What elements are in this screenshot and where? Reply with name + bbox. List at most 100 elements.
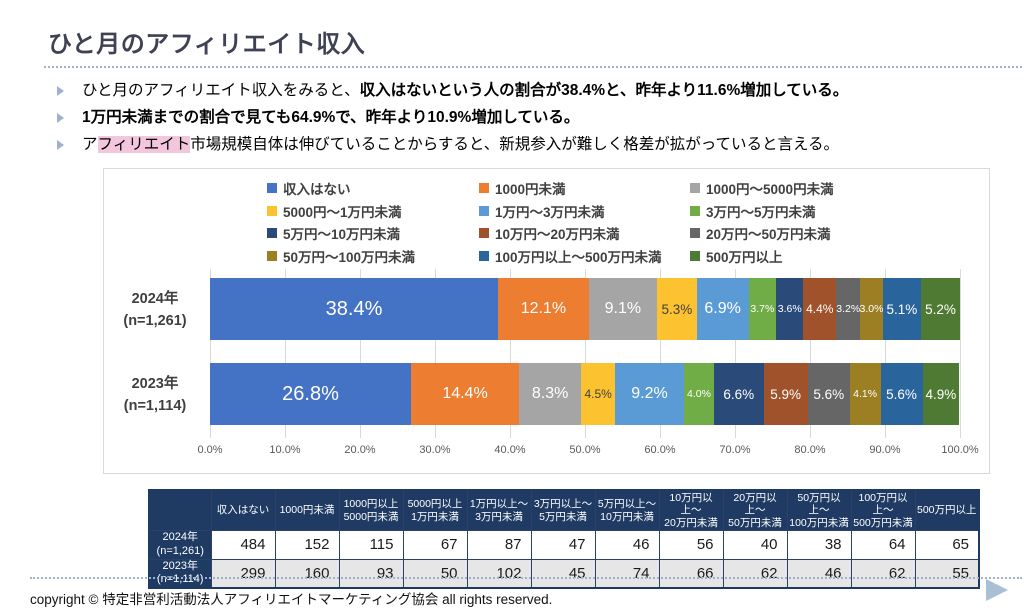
legend-swatch [479,205,489,216]
data-table: 収入はない 1000円未満 1000円以上 5000円未満 5000円以上 1万円未満… [148,489,980,590]
bullet-list: ひと月のアフィリエイト収入をみると、収入はないという人の割合が38.4%と、昨年… [57,77,848,158]
category-label: 2024年 (n=1,261) [123,291,187,329]
bullet-item: アフィリエイト市場規模自体は伸びていることからすると、新規参入が難しく格差が拡が… [57,131,848,158]
bar-segment: 4.5% [581,363,615,425]
table-cell: 93 [338,558,404,589]
bullet-text-segment: ア [82,136,98,153]
table-cell: 50 [402,558,468,589]
bar-segment: 4.9% [922,363,960,425]
bar-segment-label: 6.6% [723,386,755,402]
gridline [660,269,661,438]
table-cell: 64 [850,530,916,560]
x-tick-label: 40.0% [494,444,526,456]
x-tick-label: 60.0% [644,444,676,456]
table-column-header: 50万円以上〜 100万円未満 [786,489,852,532]
bullet-text-segment: フィリエイト [97,136,191,153]
bar-segment: 9.2% [615,363,684,425]
table-header-row: 収入はない 1000円未満 1000円以上 5000円未満 5000円以上 1万円未満… [148,489,980,532]
bar-segment-label: 3.6% [777,303,802,315]
bar-segment: 4.0% [684,363,714,425]
bar-segment: 5.9% [763,363,808,425]
bar-segment-label: 3.2% [836,303,861,315]
x-tick-label: 50.0% [569,444,601,456]
plot-area: 38.4% 12.1% 9.1% 5.3% 6.9% 3.7% 3.6% 4.4% 3.2% 3.… [210,269,961,438]
bar-segment: 8.3% [519,363,582,425]
table-cell: 46 [786,558,852,589]
table-column-header: 10万円以上〜 20万円未満 [658,489,724,532]
table-cell: 87 [466,530,532,560]
bar-segment-label: 6.9% [704,300,741,317]
bar-segment-label: 9.2% [631,385,668,402]
bullet-text-segment: 収入はないという人の割合が38.4%と、昨年より11.6%増加している。 [359,82,849,99]
gridline [810,269,811,438]
legend-swatch [267,228,277,239]
legend-swatch [479,228,489,239]
legend-label: 1000円未満 [495,182,566,198]
legend-label: 500万円以上 [706,249,783,265]
table-cell: 56 [658,530,724,560]
table-cell: 62 [722,558,788,589]
x-tick-label: 10.0% [269,444,301,456]
bar-segment-label: 5.2% [925,301,956,317]
title-divider [44,66,1022,68]
bar-segment: 6.9% [696,278,749,340]
bar-segment-label: 8.3% [531,385,569,402]
bullet-arrow-icon [57,86,64,96]
bar-segment: 5.2% [921,278,960,340]
table-cell: 66 [658,558,724,589]
bar-segment: 26.8% [210,363,411,425]
copyright-text: copyright © 特定非営利活動法人アフィリエイトマーケティング協会 al… [30,592,553,607]
legend-item: 収入はない [267,177,479,200]
table-row: 2024年 (n=1,261) 484 152 115 67 87 47 46 56 40 38 64… [148,530,980,560]
bar-segment-label: 4.9% [925,386,957,402]
bar-segment: 3.6% [776,278,804,340]
gridline [435,269,436,438]
bar-segment: 3.7% [748,278,777,340]
legend-label: 5000円〜1万円未満 [283,204,402,220]
bullet-arrow-icon [57,140,64,150]
bar-segment: 38.4% [210,278,498,340]
table-column-header: 5000円以上 1万円未満 [402,489,468,532]
table-cell: 55 [914,558,980,589]
bar-segment: 4.1% [849,363,881,425]
next-slide-icon[interactable] [986,579,1008,601]
bar-segment-label: 26.8% [282,382,339,405]
x-tick-label: 100.0% [941,444,979,456]
x-tick-label: 80.0% [794,444,826,456]
bar-segment: 12.1% [498,278,589,340]
table-cell: 115 [338,530,404,560]
bar-segment: 14.4% [411,363,519,425]
gridline [285,269,286,438]
legend-label: 5万円〜10万円未満 [283,227,401,243]
bullet-item: ひと月のアフィリエイト収入をみると、収入はないという人の割合が38.4%と、昨年… [57,77,848,104]
legend-label: 50万円〜100万円未満 [283,249,416,265]
legend-swatch [479,250,489,261]
table-cell: 47 [530,530,596,560]
bullet-text: アフィリエイト市場規模自体は伸びていることからすると、新規参入が難しく格差が拡が… [82,131,839,158]
bullet-text-segment: ひと月のアフィリエイト収入をみると、 [82,82,360,99]
table-cell: 45 [530,558,596,589]
x-tick-label: 90.0% [869,444,901,456]
gridline [960,269,961,438]
bar-segment: 3.0% [860,278,883,340]
bar-segment-label: 38.4% [325,297,383,320]
table-row-label: 2024年 (n=1,261) [148,530,212,560]
x-tick-label: 70.0% [719,444,751,456]
category-label: 2023年 (n=1,114) [123,376,187,414]
table-cell: 62 [850,558,916,589]
x-tick-label: 0.0% [197,444,223,456]
legend-swatch [690,250,700,261]
legend-swatch [690,228,700,239]
table-cell: 299 [210,558,276,589]
table-row: 2023年 (n=1,114) 299 160 93 50 102 45 74 66 62 46 62… [148,558,980,589]
x-tick-label: 30.0% [419,444,451,456]
table-column-header: 1万円以上〜 3万円未満 [466,489,532,532]
legend-label: 10万円〜20万円未満 [495,227,620,243]
table-column-header: 500万円以上 [914,489,980,532]
table-row-label: 2023年 (n=1,114) [148,558,212,589]
legend-item: 5万円〜10万円未満 [267,222,479,245]
legend-label: 収入はない [283,182,351,198]
bar-segment: 4.4% [803,278,837,340]
table-column-header: 3万円以上〜 5万円未満 [530,489,596,532]
